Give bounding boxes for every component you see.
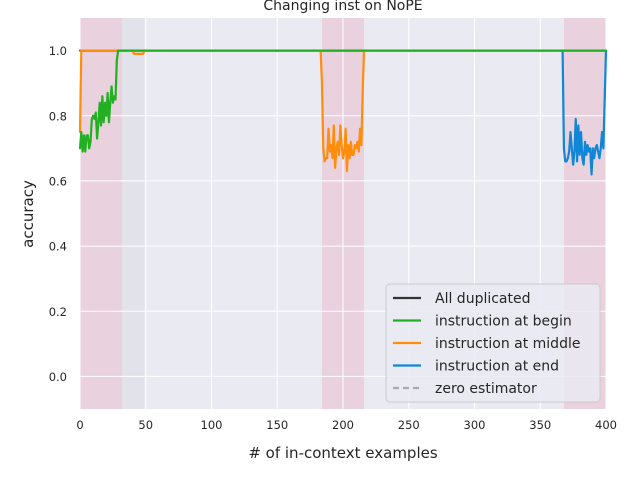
legend-entry-label: instruction at end (435, 359, 559, 375)
y-tick-label: 0.8 (49, 109, 67, 123)
legend-box (385, 283, 601, 403)
shaded-region-1 (122, 18, 145, 409)
x-tick-label: 300 (464, 418, 486, 432)
x-tick-label: 250 (398, 418, 420, 432)
x-tick-label: 50 (138, 418, 153, 432)
x-tick-label: 150 (266, 418, 288, 432)
y-tick-label: 0.2 (49, 305, 67, 319)
legend-entry-label: instruction at begin (435, 314, 572, 330)
series-layer (78, 49, 608, 176)
legend-entry-label: zero estimator (435, 381, 537, 397)
y-tick-label: 1.0 (49, 44, 67, 58)
x-tick-label: 400 (595, 418, 617, 432)
y-axis-label: accuracy (19, 180, 37, 248)
series-line-instruction-at-end (78, 49, 608, 176)
tick-labels-layer: 0 50 100 150 200 250 300 350 400 0.0 0.2 0.4 0.6 0.8 1… (49, 44, 617, 432)
x-axis-label: # of in-context examples (248, 444, 438, 462)
y-tick-label: 0.6 (49, 174, 67, 188)
x-tick-label: 0 (76, 418, 83, 432)
y-tick-label: 0.0 (49, 370, 67, 384)
series-line-instruction-at-middle (78, 49, 608, 173)
series-line-instruction-at-begin (78, 49, 608, 153)
x-tick-label: 100 (201, 418, 223, 432)
legend-entry-label: instruction at middle (435, 336, 580, 352)
legend-entry-label: All duplicated (435, 291, 531, 307)
chart-title: Changing inst on NoPE (263, 0, 422, 14)
legend: All duplicated instruction at begin instru… (385, 283, 601, 403)
y-tick-label: 0.4 (49, 240, 67, 254)
x-tick-label: 350 (529, 418, 551, 432)
x-tick-label: 200 (332, 418, 354, 432)
